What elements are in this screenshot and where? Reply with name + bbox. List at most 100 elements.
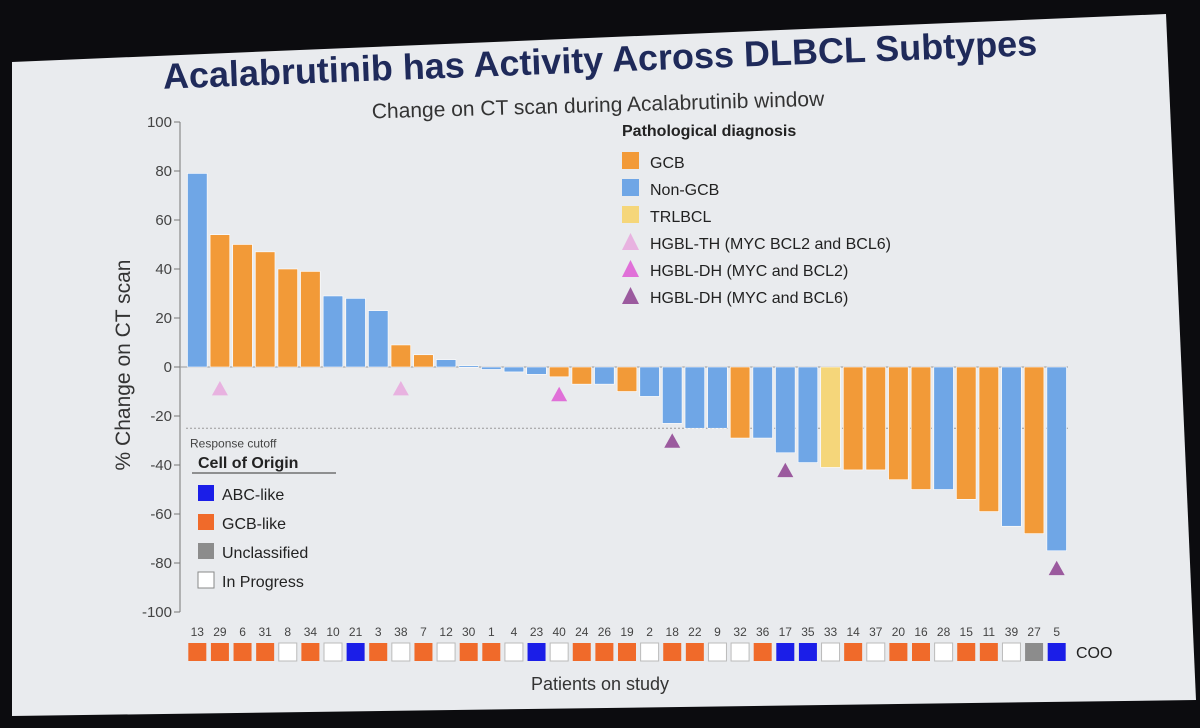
coo-square-gcb-like xyxy=(957,643,976,661)
bar-patient-12 xyxy=(435,359,457,368)
coo-square-gcb-like xyxy=(753,643,772,661)
x-axis-label: Patients on study xyxy=(531,674,669,694)
bar-patient-37 xyxy=(865,366,886,471)
bar-patient-33 xyxy=(820,366,841,468)
bar-patient-15 xyxy=(956,366,977,500)
bar-patient-14 xyxy=(843,366,864,471)
bar-patient-28 xyxy=(933,366,954,490)
y-tick-label: -20 xyxy=(150,408,172,425)
coo-square-gcb-like xyxy=(301,643,320,661)
coo-square-in-progress xyxy=(391,642,411,662)
y-tick-label: 0 xyxy=(164,359,172,376)
bar-patient-39 xyxy=(1001,366,1022,527)
coo-square-gcb-like xyxy=(663,643,682,661)
bar-patient-34 xyxy=(300,271,321,368)
bar-patient-16 xyxy=(910,366,932,490)
patient-label: 28 xyxy=(937,625,951,639)
legend-label: In Progress xyxy=(222,574,304,591)
patient-label: 29 xyxy=(213,625,227,639)
coo-square-gcb-like xyxy=(256,643,275,661)
y-tick-label: 40 xyxy=(155,261,172,278)
coo-square-gcb-like xyxy=(233,643,252,661)
legend-triangle xyxy=(622,287,639,304)
legend-label: TRLBCL xyxy=(650,209,711,226)
bar-patient-31 xyxy=(255,251,276,368)
coo-square-in-progress xyxy=(1001,642,1021,662)
bar-patient-19 xyxy=(616,366,638,392)
y-tick-label: 80 xyxy=(155,163,172,180)
coo-square-gcb-like xyxy=(685,643,704,661)
y-tick-label: -100 xyxy=(142,604,172,621)
patient-label: 26 xyxy=(598,625,612,639)
patient-label: 19 xyxy=(620,625,634,639)
coo-square-gcb-like xyxy=(459,643,478,661)
coo-square-in-progress xyxy=(730,642,750,662)
bar-patient-3 xyxy=(368,310,389,368)
patient-label: 1 xyxy=(488,625,495,639)
patient-label: 16 xyxy=(914,625,928,639)
patient-label: 38 xyxy=(394,625,408,639)
bar-patient-5 xyxy=(1046,366,1067,552)
y-tick-label: -80 xyxy=(150,555,172,572)
coo-square-gcb-like xyxy=(369,643,388,661)
patient-label: 20 xyxy=(892,625,906,639)
patient-label: 5 xyxy=(1053,625,1060,639)
patient-label: 13 xyxy=(191,625,205,639)
marker-triangle-hgbl-dh6 xyxy=(777,462,794,478)
coo-square-gcb-like xyxy=(979,643,998,661)
coo-square-gcb-like xyxy=(889,643,908,661)
legend-swatch xyxy=(622,152,639,169)
coo-square-gcb-like xyxy=(912,643,930,661)
bar-patient-26 xyxy=(594,366,615,385)
legend-triangle xyxy=(622,233,639,250)
legend-label: HGBL-DH (MYC and BCL6) xyxy=(650,290,848,307)
legend-label: GCB-like xyxy=(222,516,286,533)
coo-square-gcb-like xyxy=(414,643,433,661)
patient-label: 11 xyxy=(983,625,996,639)
legend-label: HGBL-TH (MYC BCL2 and BCL6) xyxy=(650,236,891,253)
patient-label: 12 xyxy=(439,625,453,639)
y-tick-label: -60 xyxy=(150,506,172,523)
marker-triangle-hgbl-dh6 xyxy=(664,433,681,448)
legend-pathological-diagnosis: Pathological diagnosis GCB Non-GCB TRLBCL HG… xyxy=(622,123,891,307)
coo-square-in-progress xyxy=(934,642,954,662)
bar-patient-38 xyxy=(390,344,411,368)
bar-patient-23 xyxy=(526,366,547,375)
coo-row-label: COO xyxy=(1076,645,1112,662)
marker-triangle-hgbl-dh2 xyxy=(551,386,568,402)
bar-patient-10 xyxy=(322,295,344,368)
bar-patient-22 xyxy=(684,366,705,429)
legend-label: HGBL-DH (MYC and BCL2) xyxy=(650,263,848,280)
coo-square-gcb-like xyxy=(482,643,501,661)
patient-label: 27 xyxy=(1027,625,1041,639)
legend-title: Cell of Origin xyxy=(198,455,298,472)
patient-label: 40 xyxy=(552,625,566,639)
patient-label: 34 xyxy=(304,625,318,639)
bar-patient-6 xyxy=(232,244,253,368)
y-tick-label: 60 xyxy=(155,212,172,229)
coo-square-gcb-like xyxy=(618,643,636,661)
bar-patient-7 xyxy=(413,354,434,368)
patient-label: 23 xyxy=(530,625,544,639)
patient-label: 7 xyxy=(420,625,427,639)
y-tick-label: 20 xyxy=(155,310,172,327)
bar-patient-40 xyxy=(549,366,570,378)
legend-title: Pathological diagnosis xyxy=(622,123,796,140)
coo-square-abc-like xyxy=(798,643,817,661)
patient-label: 37 xyxy=(869,625,883,639)
coo-square-gcb-like xyxy=(844,643,863,661)
patient-label: 33 xyxy=(824,625,838,639)
coo-square-in-progress xyxy=(549,642,569,662)
coo-square-abc-like xyxy=(346,643,365,661)
legend-label: Unclassified xyxy=(222,545,308,562)
patient-label: 2 xyxy=(646,625,653,639)
coo-square-in-progress xyxy=(866,642,886,662)
legend-cell-of-origin: Cell of Origin ABC-like GCB-like Unclassifi… xyxy=(192,455,336,591)
y-axis-label: % Change on CT scan xyxy=(112,260,135,471)
coo-square-in-progress xyxy=(504,642,524,662)
legend-swatch xyxy=(198,543,214,559)
patient-label: 3 xyxy=(375,625,382,639)
patient-label: 17 xyxy=(779,625,793,639)
coo-square-unclassified xyxy=(1025,643,1044,661)
